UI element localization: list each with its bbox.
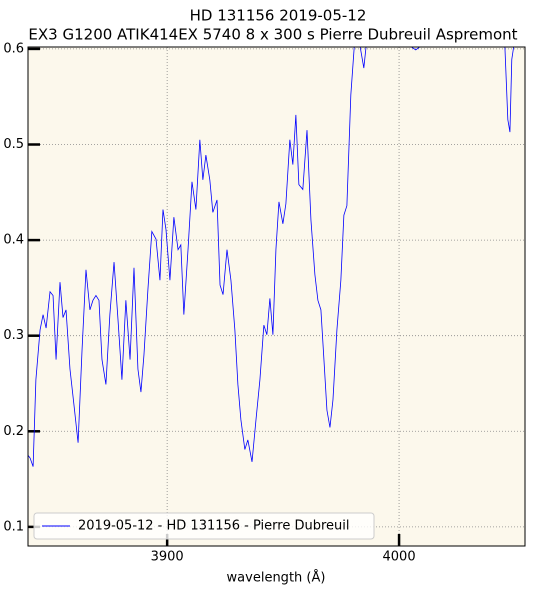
x-axis-label: wavelength (Å) bbox=[227, 570, 326, 586]
y-tick-label: 0.6 bbox=[3, 41, 24, 56]
plot-background bbox=[28, 47, 525, 546]
x-tick-label: 3900 bbox=[151, 550, 184, 565]
chart-subtitle: EX3 G1200 ATIK414EX 5740 8 x 300 s Pierr… bbox=[28, 26, 517, 44]
y-tick-label: 0.1 bbox=[3, 519, 24, 534]
legend-label: 2019-05-12 - HD 131156 - Pierre Dubreuil bbox=[78, 519, 350, 534]
y-tick-label: 0.4 bbox=[3, 233, 24, 248]
y-tick-label: 0.3 bbox=[3, 328, 24, 343]
y-tick-label: 0.5 bbox=[3, 137, 24, 152]
chart-title: HD 131156 2019-05-12 bbox=[190, 7, 367, 25]
plot-frame bbox=[27, 46, 526, 547]
x-tick-label: 4000 bbox=[383, 550, 416, 565]
legend-box bbox=[33, 512, 375, 540]
y-tick-label: 0.2 bbox=[3, 424, 24, 439]
series-line bbox=[28, 47, 515, 467]
